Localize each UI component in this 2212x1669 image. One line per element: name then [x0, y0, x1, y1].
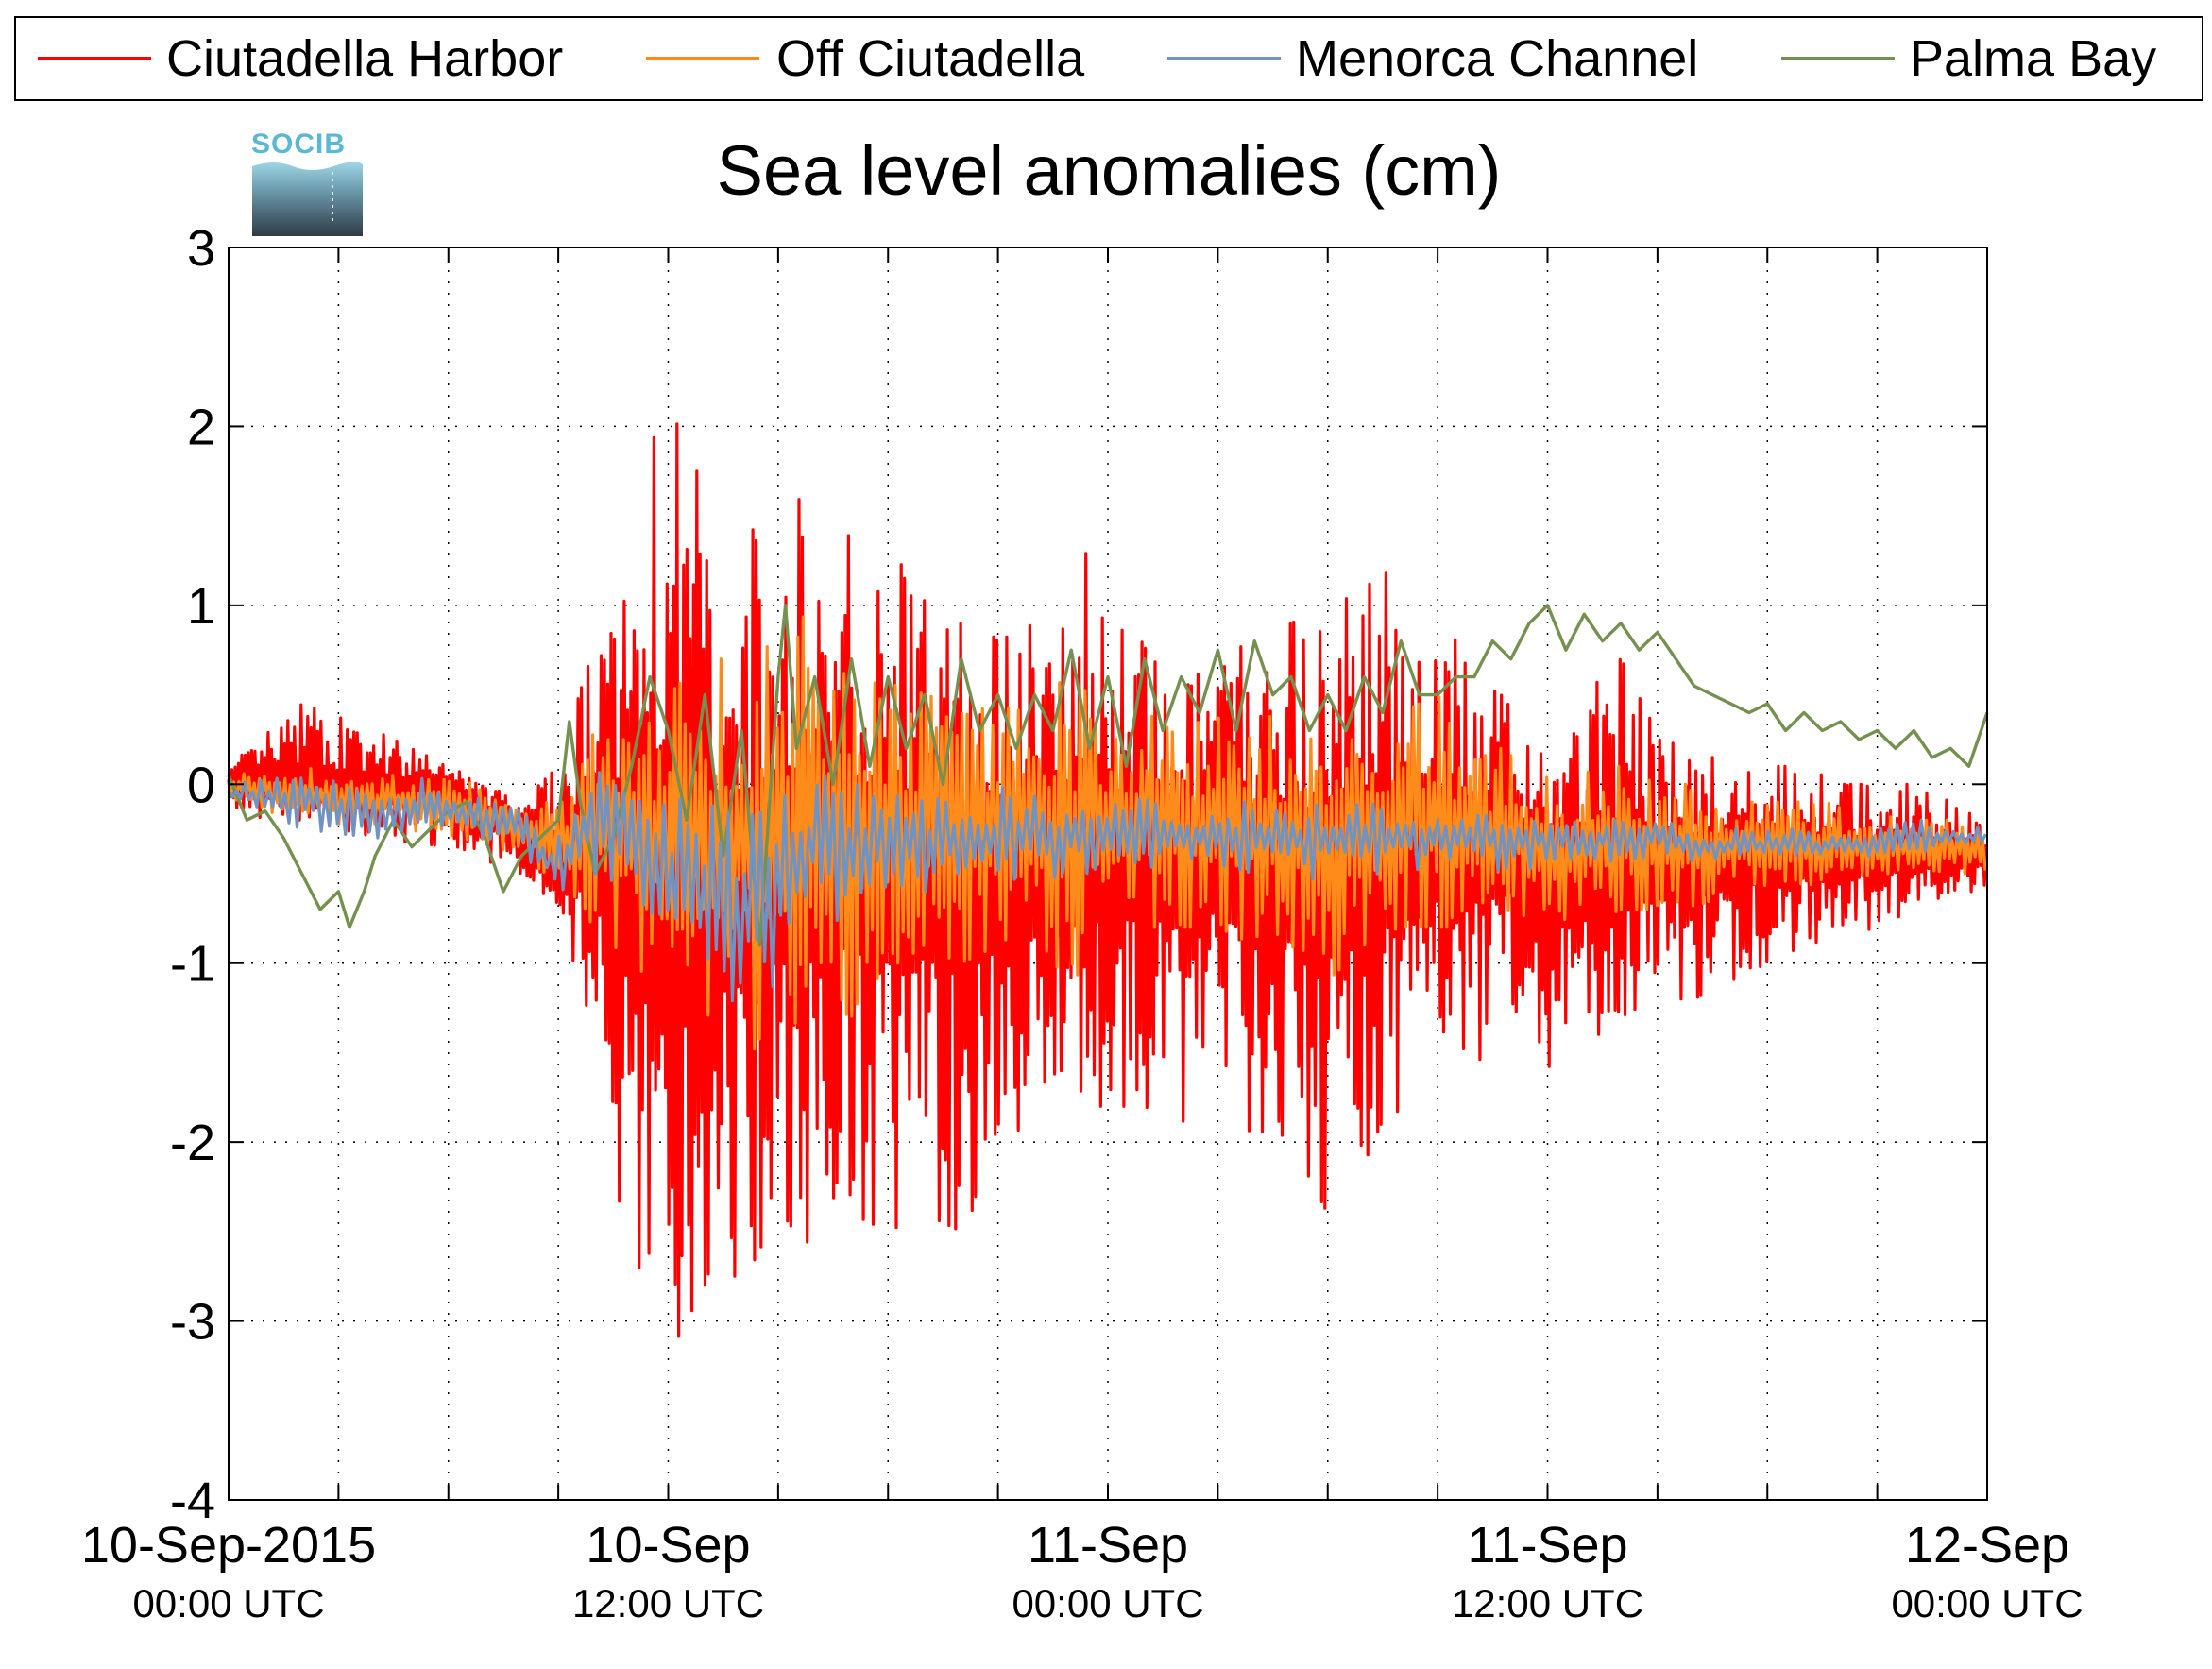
series-line-menorca-channel	[227, 771, 1987, 1003]
logo-wave-block	[252, 162, 363, 236]
chart-title: Sea level anomalies (cm)	[717, 131, 1502, 210]
y-axis-ticks: -4 -3 -2 -1 0 1 2 3	[170, 220, 1987, 1529]
y-tick-label: -1	[170, 936, 215, 993]
y-tick-label: 3	[187, 220, 215, 277]
legend-label-off-ciutadella: Off Ciutadella	[776, 30, 1085, 87]
y-tick-label: -4	[170, 1473, 215, 1529]
socib-logo: SOCIB	[251, 128, 363, 236]
x-axis-ticks: 10-Sep-2015 00:00 UTC 10-Sep 12:00 UTC 11-Se…	[81, 247, 2084, 1626]
grid-lines	[229, 247, 1987, 1500]
y-tick-label: 0	[187, 757, 215, 813]
x-tick-label: 10-Sep-2015	[81, 1517, 376, 1574]
legend-label-palma-bay: Palma Bay	[1910, 30, 2156, 87]
series-layer	[227, 422, 1989, 1338]
x-tick-sublabel: 00:00 UTC	[1012, 1581, 1203, 1626]
x-tick-label: 12-Sep	[1905, 1517, 2069, 1574]
x-tick-label: 10-Sep	[586, 1517, 750, 1574]
series-line-palma-bay	[227, 604, 1989, 947]
y-tick-label: 1	[187, 578, 215, 635]
x-tick-label: 11-Sep	[1028, 1517, 1188, 1574]
x-tick-sublabel: 00:00 UTC	[132, 1581, 324, 1626]
legend: Ciutadella Harbor Off Ciutadella Menorca…	[14, 16, 2203, 101]
y-tick-label: -2	[170, 1115, 215, 1171]
x-tick-sublabel: 12:00 UTC	[1452, 1581, 1643, 1626]
legend-label-ciutadella-harbor: Ciutadella Harbor	[166, 30, 563, 87]
y-tick-label: -3	[170, 1294, 215, 1351]
y-tick-label: 2	[187, 399, 215, 455]
x-tick-label: 11-Sep	[1467, 1517, 1627, 1574]
legend-label-menorca-channel: Menorca Channel	[1296, 30, 1698, 87]
logo-text: SOCIB	[251, 128, 346, 160]
x-tick-sublabel: 12:00 UTC	[572, 1581, 764, 1626]
x-tick-sublabel: 00:00 UTC	[1891, 1581, 2083, 1626]
